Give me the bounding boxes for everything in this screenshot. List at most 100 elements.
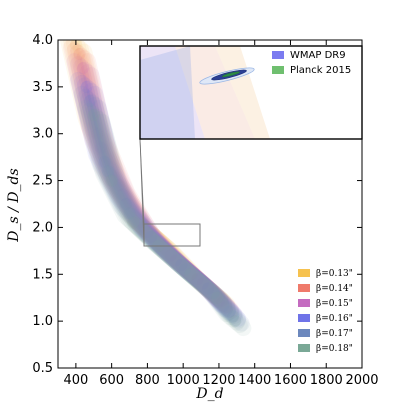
series-band-stroke (70, 56, 230, 312)
series-band-stroke (83, 82, 243, 324)
data-point (184, 268, 197, 281)
inset-legend-swatch (272, 66, 284, 74)
series-band-stroke (70, 71, 230, 313)
series-band-stroke (90, 111, 248, 334)
inset-band (175, 46, 255, 139)
zoom-region-box (143, 223, 201, 247)
inset-legend: WMAP DR9 Planck 2015 (272, 50, 351, 76)
plot-frame (57, 39, 363, 369)
data-bands (59, 40, 252, 337)
series-band-stroke (73, 85, 233, 318)
series-band (77, 100, 252, 337)
series-band-stroke (87, 108, 245, 331)
x-tick-label: 1000 (167, 373, 200, 388)
data-point (105, 169, 118, 182)
series-band-stroke (73, 74, 233, 316)
data-point (123, 207, 136, 220)
series-band-stroke (81, 103, 239, 326)
legend-label: β=0.13" (316, 269, 353, 279)
series-band-stroke (73, 58, 233, 314)
data-point (220, 301, 233, 314)
legend-swatch (298, 314, 310, 322)
series-band-stroke (66, 40, 226, 305)
series-band (63, 40, 239, 318)
data-point (87, 108, 100, 121)
series-band-stroke (90, 99, 250, 332)
data-point (112, 179, 125, 192)
data-point (202, 282, 215, 295)
data-point (87, 118, 100, 131)
data-point (77, 62, 90, 75)
data-point (148, 235, 161, 248)
data-point (207, 287, 220, 300)
series-band-stroke (66, 42, 226, 307)
zoom-connector-right (139, 138, 145, 247)
series-band (66, 53, 243, 323)
x-tick-label: 1600 (274, 373, 307, 388)
inset-legend-label: Planck 2015 (290, 65, 351, 76)
series-band-stroke (79, 64, 239, 320)
y-tick-label: 2.5 (32, 174, 53, 189)
series-band-stroke (84, 105, 242, 328)
x-tick-label: 1800 (310, 373, 343, 388)
legend-label: β=0.17" (316, 329, 353, 339)
data-point (223, 305, 236, 318)
series-band-stroke (69, 44, 229, 309)
inset-plot: WMAP DR9 Planck 2015 (139, 45, 363, 140)
series-band-stroke (79, 53, 239, 318)
y-tick-label: 3.0 (32, 127, 53, 142)
x-tick-label: 1200 (202, 373, 235, 388)
series-band-stroke (83, 67, 243, 323)
series-band-stroke (59, 40, 219, 299)
series-band-stroke (63, 40, 223, 304)
legend-swatch (298, 284, 310, 292)
data-point (94, 141, 107, 154)
legend-swatch (298, 329, 310, 337)
series-band-stroke (63, 40, 223, 302)
y-tick-label: 2.0 (32, 220, 53, 235)
data-point (69, 40, 82, 51)
series-band (70, 71, 247, 327)
x-tick-label: 1400 (238, 373, 271, 388)
legend-label: β=0.16" (316, 314, 353, 324)
series-band-stroke (80, 91, 240, 323)
data-point (98, 155, 111, 168)
data-point (164, 249, 177, 262)
legend: β=0.13" β=0.14" β=0.15" β=0.16" β=0.17" β=0.1… (298, 269, 353, 354)
data-point (127, 216, 140, 229)
data-point (191, 272, 204, 285)
y-axis-label: D_s / D_ds (6, 168, 22, 242)
series-band-stroke (69, 40, 229, 308)
y-tick-label: 1.0 (32, 314, 53, 329)
x-axis-label: D_d (195, 386, 223, 402)
x-axis-ticks: 400 600 800 1000 1200 1400 1600 1800 2000 (63, 40, 379, 388)
data-point (119, 198, 132, 210)
data-point (144, 230, 157, 243)
data-point (91, 127, 104, 140)
data-point (170, 254, 183, 267)
legend-label: β=0.15" (316, 299, 353, 309)
data-point (73, 48, 86, 61)
series-band-stroke (76, 77, 236, 319)
legend-label: β=0.18" (316, 344, 353, 354)
x-tick-label: 600 (99, 373, 124, 388)
inset-band (215, 46, 270, 139)
data-point (84, 94, 97, 107)
data-point (105, 174, 118, 187)
data-point (132, 216, 145, 229)
series-band-stroke (80, 80, 240, 322)
y-tick-label: 3.5 (32, 80, 53, 95)
data-point (216, 296, 229, 309)
inset-contour-planck (222, 71, 240, 78)
data-point (186, 268, 199, 281)
series-band-stroke (66, 53, 226, 309)
series-band-stroke (94, 114, 252, 337)
data-point (211, 291, 224, 304)
y-tick-label: 4.0 (32, 33, 53, 48)
inset-legend-label: WMAP DR9 (290, 50, 346, 61)
series-band (73, 85, 250, 332)
data-point (178, 263, 191, 276)
data-point (80, 80, 93, 93)
series-band-stroke (84, 94, 243, 326)
